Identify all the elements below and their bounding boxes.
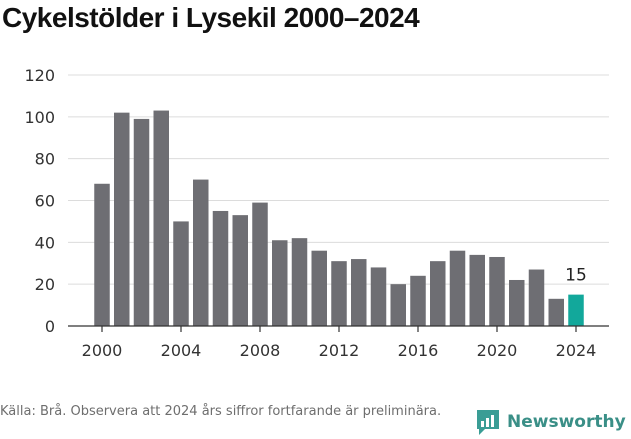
x-tick-label-2012: 2012 (319, 341, 360, 360)
bar-2024 (568, 294, 584, 326)
bar-2004 (173, 221, 189, 326)
y-tick-label-60: 60 (35, 192, 55, 211)
source-note: Källa: Brå. Observera att 2024 års siffr… (0, 404, 442, 419)
bar-2023 (548, 298, 564, 326)
chart-title: Cykelstölder i Lysekil 2000–2024 (2, 2, 420, 33)
y-tick-label-40: 40 (35, 233, 55, 252)
bar-2016 (410, 275, 426, 326)
bar-2005 (193, 179, 209, 326)
x-tick-label-2020: 2020 (477, 341, 518, 360)
y-tick-label-0: 0 (45, 317, 55, 336)
bar-2020 (489, 256, 505, 326)
y-tick-label-100: 100 (24, 108, 55, 127)
bar-2015 (390, 284, 406, 326)
x-tick-label-2000: 2000 (82, 341, 123, 360)
bar-2014 (370, 267, 387, 326)
bar-2006 (212, 210, 229, 326)
x-axis-ticks: 2000 2004 2008 2012 2016 2020 2024 (82, 326, 597, 360)
x-tick-label-2016: 2016 (398, 341, 439, 360)
bar-2022 (528, 269, 545, 326)
x-tick-label-2024: 2024 (556, 341, 597, 360)
bar-series (94, 110, 584, 327)
bar-2011 (311, 250, 327, 326)
brand-name: Newsworthy (507, 412, 626, 432)
brand-logo: Newsworthy (475, 407, 626, 437)
bar-2009 (272, 240, 288, 326)
x-tick-label-2004: 2004 (161, 341, 202, 360)
bar-2018 (449, 250, 466, 326)
bar-2008 (252, 202, 268, 326)
bar-2003 (153, 110, 169, 326)
highlight-value-label: 15 (565, 266, 587, 286)
bar-2007 (232, 215, 248, 326)
bar-2002 (133, 118, 150, 326)
bar-2017 (430, 261, 446, 326)
bar-2021 (509, 279, 525, 326)
bar-2013 (351, 259, 367, 326)
bar-2000 (94, 183, 110, 326)
newsworthy-logo-icon (477, 410, 499, 435)
bar-chart: 0 20 40 60 80 100 120 2000 2004 2008 2012 2016 2020… (24, 66, 609, 360)
y-tick-label-80: 80 (35, 150, 55, 169)
y-tick-label-20: 20 (35, 275, 55, 294)
y-axis-ticks: 0 20 40 60 80 100 120 (24, 66, 55, 336)
bar-2012 (331, 261, 347, 326)
bar-2019 (469, 254, 485, 326)
y-tick-label-120: 120 (24, 66, 55, 85)
x-tick-label-2008: 2008 (240, 341, 281, 360)
bar-2010 (291, 238, 308, 326)
bar-2001 (114, 112, 130, 327)
